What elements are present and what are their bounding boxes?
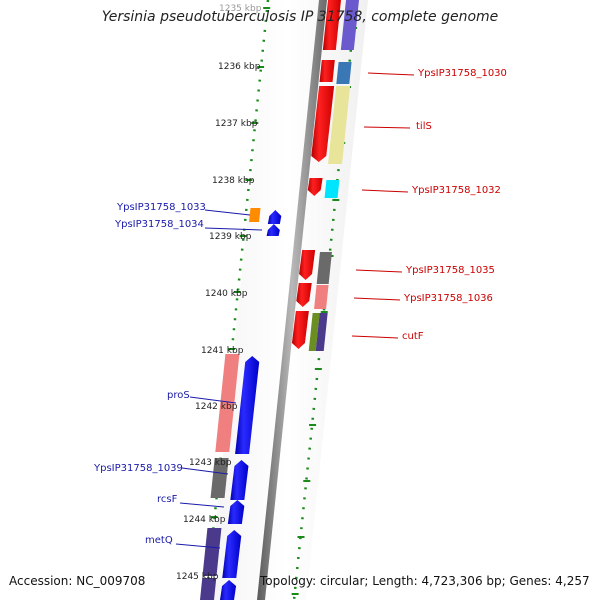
gene-label-right[interactable]: tilS [416, 121, 432, 132]
cds-forward [202, 528, 222, 576]
kbp-label: 1245 kbp [176, 572, 219, 582]
kbp-label: 1240 kbp [205, 289, 248, 299]
left-tick-rail [204, 0, 270, 600]
gene-label-left[interactable]: YpsIP31758_1033 [117, 202, 206, 213]
accession-text: Accession: NC_009708 [9, 574, 146, 588]
cds-forward [307, 178, 323, 196]
kbp-label: 1239 kbp [209, 232, 252, 242]
label-leader-line [204, 227, 263, 231]
gene-label-right[interactable]: YpsIP31758_1032 [412, 185, 501, 196]
gene-label-right[interactable]: cutF [402, 331, 424, 342]
cds-forward [249, 208, 261, 222]
kbp-label: 1241 kbp [201, 346, 244, 356]
cds-reverse [340, 0, 359, 50]
cds-forward [322, 0, 341, 50]
leader-layer [175, 72, 415, 549]
label-leader-line [204, 209, 251, 216]
genome-backbone [257, 0, 327, 600]
cds-forward [319, 60, 335, 82]
cds-forward [299, 250, 316, 280]
cds-forward [291, 311, 309, 349]
kbp-label: 1236 kbp [218, 62, 261, 72]
cds-forward [311, 86, 335, 162]
cds-reverse [324, 180, 340, 198]
kbp-label: 1242 kbp [195, 402, 238, 412]
label-leader-line [351, 335, 399, 339]
cds-reverse [220, 580, 237, 600]
kbp-label: 1238 kbp [212, 176, 255, 186]
label-leader-line [175, 543, 221, 549]
cds-reverse [336, 62, 352, 84]
cds-forward [200, 578, 217, 600]
cds-forward [210, 458, 229, 498]
cds-reverse [308, 313, 320, 351]
cds-reverse [235, 356, 260, 454]
gene-label-left[interactable]: YpsIP31758_1039 [94, 463, 183, 474]
label-leader-line [189, 396, 237, 404]
label-leader-line [367, 72, 415, 76]
gene-label-left[interactable]: rcsF [157, 494, 178, 505]
kbp-label: 1243 kbp [189, 458, 232, 468]
cds-forward [296, 283, 312, 307]
label-leader-line [353, 297, 401, 301]
cds-reverse [222, 530, 242, 578]
cds-reverse [267, 210, 282, 224]
cds-reverse [328, 86, 351, 164]
kbp-label: 1235 kbp [219, 4, 262, 14]
cds-reverse [266, 224, 280, 236]
gene-label-left[interactable]: proS [167, 390, 190, 401]
label-leader-line [179, 502, 225, 508]
label-leader-line [355, 269, 403, 273]
gene-label-right[interactable]: YpsIP31758_1030 [418, 68, 507, 79]
feature-layer [200, 0, 359, 600]
label-leader-line [363, 126, 411, 129]
cds-reverse [230, 460, 249, 500]
cds-reverse [314, 285, 329, 309]
label-leader-line [361, 189, 409, 193]
genome-summary-text: Topology: circular; Length: 4,723,306 bp… [260, 574, 590, 588]
label-leader-line [181, 467, 229, 475]
cds-reverse [227, 500, 245, 524]
gene-label-left[interactable]: YpsIP31758_1034 [115, 219, 204, 230]
kbp-label: 1237 kbp [215, 119, 258, 129]
backbone-layer [257, 0, 327, 600]
gene-label-left[interactable]: metQ [145, 535, 173, 546]
cds-forward [215, 354, 240, 452]
kbp-label: 1244 kbp [183, 515, 226, 525]
map-title: Yersinia pseudotuberculosis IP 31758, co… [101, 9, 499, 25]
gene-label-right[interactable]: YpsIP31758_1036 [404, 293, 493, 304]
cds-reverse [315, 313, 328, 351]
cds-reverse [316, 252, 332, 284]
gene-label-right[interactable]: YpsIP31758_1035 [406, 265, 495, 276]
